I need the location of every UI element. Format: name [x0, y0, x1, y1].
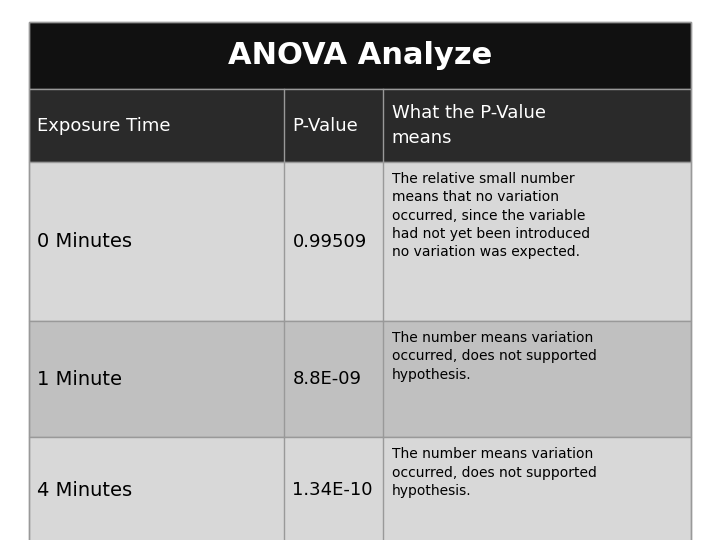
Text: 0.99509: 0.99509 [292, 233, 366, 251]
Bar [29, 321, 691, 437]
Text: 1 Minute: 1 Minute [37, 370, 122, 389]
Bar [29, 89, 691, 162]
Text: The relative small number
means that no variation
occurred, since the variable
h: The relative small number means that no … [392, 172, 590, 259]
Text: P-Value: P-Value [292, 117, 359, 134]
Text: 4 Minutes: 4 Minutes [37, 481, 132, 500]
Bar [29, 437, 691, 540]
Text: The number means variation
occurred, does not supported
hypothesis.: The number means variation occurred, doe… [392, 331, 597, 382]
Text: What the P-Value
means: What the P-Value means [392, 104, 546, 147]
Text: ANOVA Analyze: ANOVA Analyze [228, 41, 492, 70]
Text: 1.34E-10: 1.34E-10 [292, 481, 373, 499]
Bar [29, 162, 691, 321]
Text: 8.8E-09: 8.8E-09 [292, 370, 361, 388]
Text: Exposure Time: Exposure Time [37, 117, 171, 134]
Bar [29, 22, 691, 89]
Text: The number means variation
occurred, does not supported
hypothesis.: The number means variation occurred, doe… [392, 447, 597, 498]
Text: 0 Minutes: 0 Minutes [37, 232, 132, 251]
